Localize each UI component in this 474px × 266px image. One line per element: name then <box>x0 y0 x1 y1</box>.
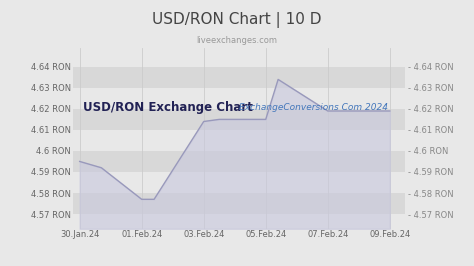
Bar <box>73 67 405 88</box>
Bar <box>73 151 405 172</box>
Text: liveexchanges.com: liveexchanges.com <box>197 36 277 45</box>
Text: USD/RON Chart | 10 D: USD/RON Chart | 10 D <box>152 12 322 28</box>
Bar <box>73 172 405 193</box>
Bar <box>73 88 405 109</box>
Bar <box>73 109 405 130</box>
Text: USD/RON Exchange Chart: USD/RON Exchange Chart <box>83 101 253 114</box>
Text: ExchangeConversions Com 2024: ExchangeConversions Com 2024 <box>239 103 388 112</box>
Bar <box>73 130 405 151</box>
Bar <box>73 193 405 214</box>
